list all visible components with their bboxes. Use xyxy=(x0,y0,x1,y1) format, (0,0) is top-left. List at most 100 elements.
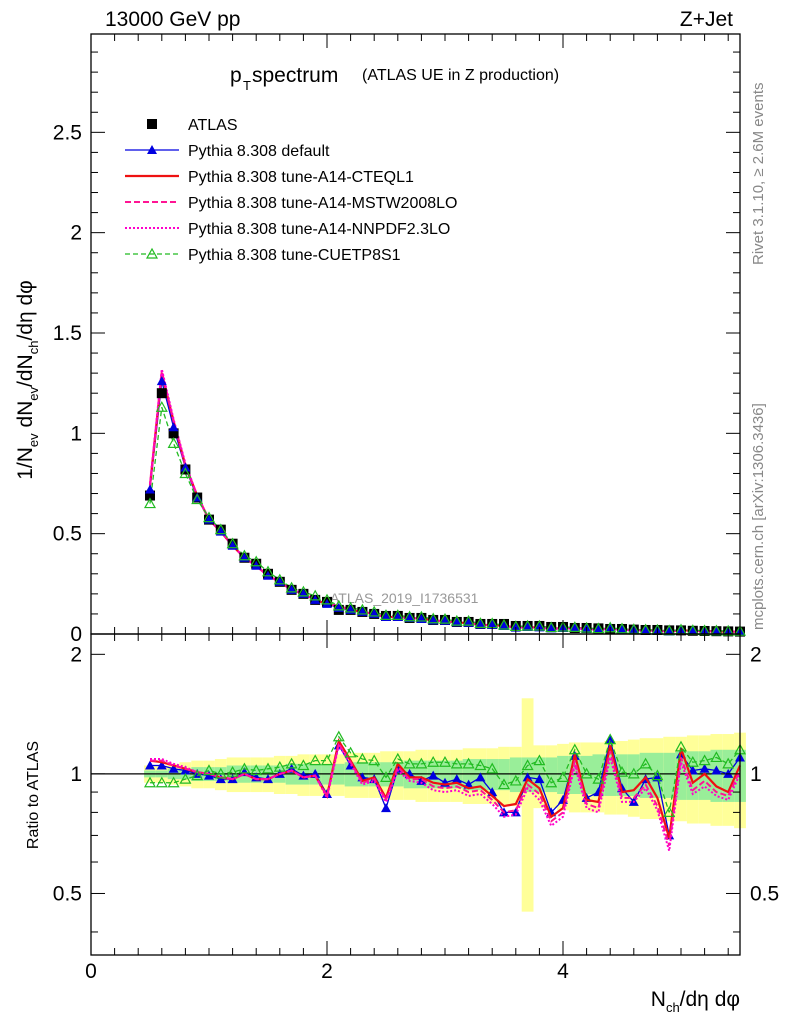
main-point-default xyxy=(499,620,509,630)
legend-marker-default xyxy=(147,145,157,154)
rivet-prefix: Rivet 3.1.10, xyxy=(750,177,767,265)
main-point-cuetp xyxy=(273,573,286,585)
main-point-cuetp xyxy=(415,610,428,622)
main-point-default xyxy=(451,617,462,627)
main-point-cuetp xyxy=(285,581,298,593)
main-point-cuetp xyxy=(250,555,263,567)
main-point-cuetp xyxy=(615,622,629,634)
main-point-cuetp xyxy=(202,511,216,523)
title-rest: spectrum xyxy=(252,64,338,87)
main-point-cuetp xyxy=(320,593,334,605)
band-inner xyxy=(568,755,581,794)
ratio-point-cuetp xyxy=(415,757,428,769)
main-y-tick-label: 2 xyxy=(70,222,82,245)
band-inner xyxy=(663,752,676,798)
legend-label-mstw: Pythia 8.308 tune-A14-MSTW2008LO xyxy=(188,195,457,212)
main-point-cuetp xyxy=(545,621,558,633)
ratio-y-tick-label-left: 2 xyxy=(70,643,82,666)
ratio-point-default xyxy=(381,803,391,813)
title-main: p xyxy=(230,64,242,87)
ratio-point-cuetp xyxy=(344,746,357,758)
ratio-point-cuetp xyxy=(309,754,322,766)
ratio-point-cuetp xyxy=(356,752,369,764)
main-point-default xyxy=(617,624,627,634)
main-series xyxy=(143,368,747,637)
main-point-cuetp xyxy=(438,612,452,624)
main-point-default xyxy=(156,376,167,386)
main-point-default xyxy=(711,626,722,636)
main-point-cuetp xyxy=(379,609,393,620)
main-point-cuetp xyxy=(450,614,463,626)
ratio-frame xyxy=(90,633,741,956)
main-point-default xyxy=(145,484,155,494)
axes: 0 2 400.511.522.50.5 0.51 12 2 xyxy=(53,33,779,983)
band-inner xyxy=(686,751,699,800)
legend-marker-atlas xyxy=(147,119,157,129)
ratio-point-cuetp xyxy=(368,754,381,766)
ratio-point-cuetp xyxy=(568,743,581,755)
ratio-point-default xyxy=(451,774,462,784)
main-point-default xyxy=(180,462,191,472)
main-point-default xyxy=(522,621,533,631)
ratio-point-cuetp xyxy=(155,776,168,788)
main-point-default xyxy=(534,622,545,632)
main-point-cuetp xyxy=(261,565,275,577)
ratio-y-tick-label-left: 0.5 xyxy=(53,882,82,905)
main-point-cuetp xyxy=(521,619,534,631)
ratio-point-cuetp xyxy=(250,764,263,776)
main-point-default xyxy=(664,626,675,636)
ratio-point-default xyxy=(711,765,722,775)
band-inner xyxy=(710,749,723,802)
ratio-point-cuetp xyxy=(521,759,534,771)
ratio-point-default xyxy=(534,774,545,784)
ratio-point-cuetp xyxy=(486,762,499,774)
process-label: Z+Jet xyxy=(680,8,733,31)
ratio-point-cuetp xyxy=(332,730,345,742)
legend-marker-cuetp xyxy=(145,247,159,259)
ratio-point-default xyxy=(145,760,155,770)
main-point-cuetp xyxy=(214,523,227,535)
ratio-point-cuetp xyxy=(202,764,216,776)
main-point-cuetp xyxy=(592,622,605,634)
ratio-point-cuetp xyxy=(509,774,522,786)
ratio-point-cuetp xyxy=(297,759,310,771)
legend: ATLAS Pythia 8.308 default Pythia 8.308 tu… xyxy=(125,117,457,264)
band-inner xyxy=(545,757,558,793)
x-tick-label: 4 xyxy=(557,960,569,983)
main-point-cuetp xyxy=(344,601,357,613)
ratio-point-cuetp xyxy=(427,755,440,767)
main-point-default xyxy=(475,619,486,629)
ratio-point-cuetp xyxy=(462,757,475,769)
title-sub: T xyxy=(243,78,251,93)
ratio-point-default xyxy=(204,770,214,780)
main-point-cuetp xyxy=(568,621,581,632)
main-point-cuetp xyxy=(332,599,345,611)
main-point-default xyxy=(404,612,415,622)
x-tick-label: 0 xyxy=(85,960,97,983)
legend-label-cteql1: Pythia 8.308 tune-A14-CTEQL1 xyxy=(188,169,414,186)
ratio-point-cuetp xyxy=(450,757,463,769)
main-point-cuetp xyxy=(368,605,381,617)
ratio-point-cuetp xyxy=(651,769,664,781)
rivet-label: Rivet 3.1.10, ≥ 2.6M events xyxy=(750,83,767,266)
ratio-y-tick-label-left: 1 xyxy=(70,763,82,786)
ratio-point-cuetp xyxy=(627,767,640,779)
ratio-point-default xyxy=(510,807,521,817)
ratio-point-cuetp xyxy=(273,760,286,772)
main-point-default xyxy=(440,615,450,625)
ratio-point-default xyxy=(605,734,616,744)
main-point-default xyxy=(392,611,403,621)
band-inner xyxy=(462,759,475,791)
ratio-point-cuetp xyxy=(379,771,393,782)
main-point-cuetp xyxy=(403,610,416,622)
main-point-default xyxy=(640,625,651,635)
main-point-cuetp xyxy=(309,589,322,601)
band-inner xyxy=(557,755,569,794)
ratio-point-cuetp xyxy=(285,757,298,769)
main-ylabel: 1/Nev dNev/dNch/dη dφ xyxy=(14,280,41,480)
main-point-atlas xyxy=(145,490,155,501)
ratio-point-default xyxy=(215,774,226,784)
band-inner xyxy=(498,759,510,791)
legend-label-nnpdf: Pythia 8.308 tune-A14-NNPDF2.3LO xyxy=(188,221,450,238)
